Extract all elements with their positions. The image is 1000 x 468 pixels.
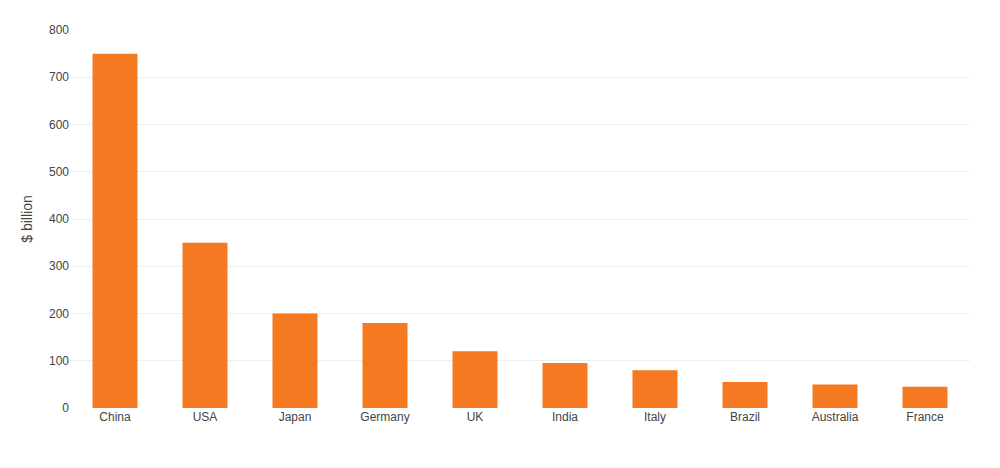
svg-text:UK: UK bbox=[467, 410, 484, 424]
svg-text:$ billion: $ billion bbox=[19, 195, 35, 242]
svg-text:Germany: Germany bbox=[360, 410, 409, 424]
svg-text:400: 400 bbox=[49, 212, 69, 226]
svg-text:800: 800 bbox=[49, 23, 69, 37]
svg-text:200: 200 bbox=[49, 307, 69, 321]
svg-text:USA: USA bbox=[193, 410, 218, 424]
svg-text:Italy: Italy bbox=[644, 410, 666, 424]
svg-text:Japan: Japan bbox=[279, 410, 312, 424]
svg-text:0: 0 bbox=[62, 401, 69, 415]
svg-text:700: 700 bbox=[49, 70, 69, 84]
svg-text:500: 500 bbox=[49, 165, 69, 179]
svg-text:France: France bbox=[906, 410, 944, 424]
svg-text:600: 600 bbox=[49, 118, 69, 132]
svg-text:100: 100 bbox=[49, 354, 69, 368]
svg-text:Australia: Australia bbox=[812, 410, 859, 424]
svg-text:300: 300 bbox=[49, 259, 69, 273]
svg-text:Brazil: Brazil bbox=[730, 410, 760, 424]
svg-text:India: India bbox=[552, 410, 578, 424]
svg-text:China: China bbox=[99, 410, 131, 424]
